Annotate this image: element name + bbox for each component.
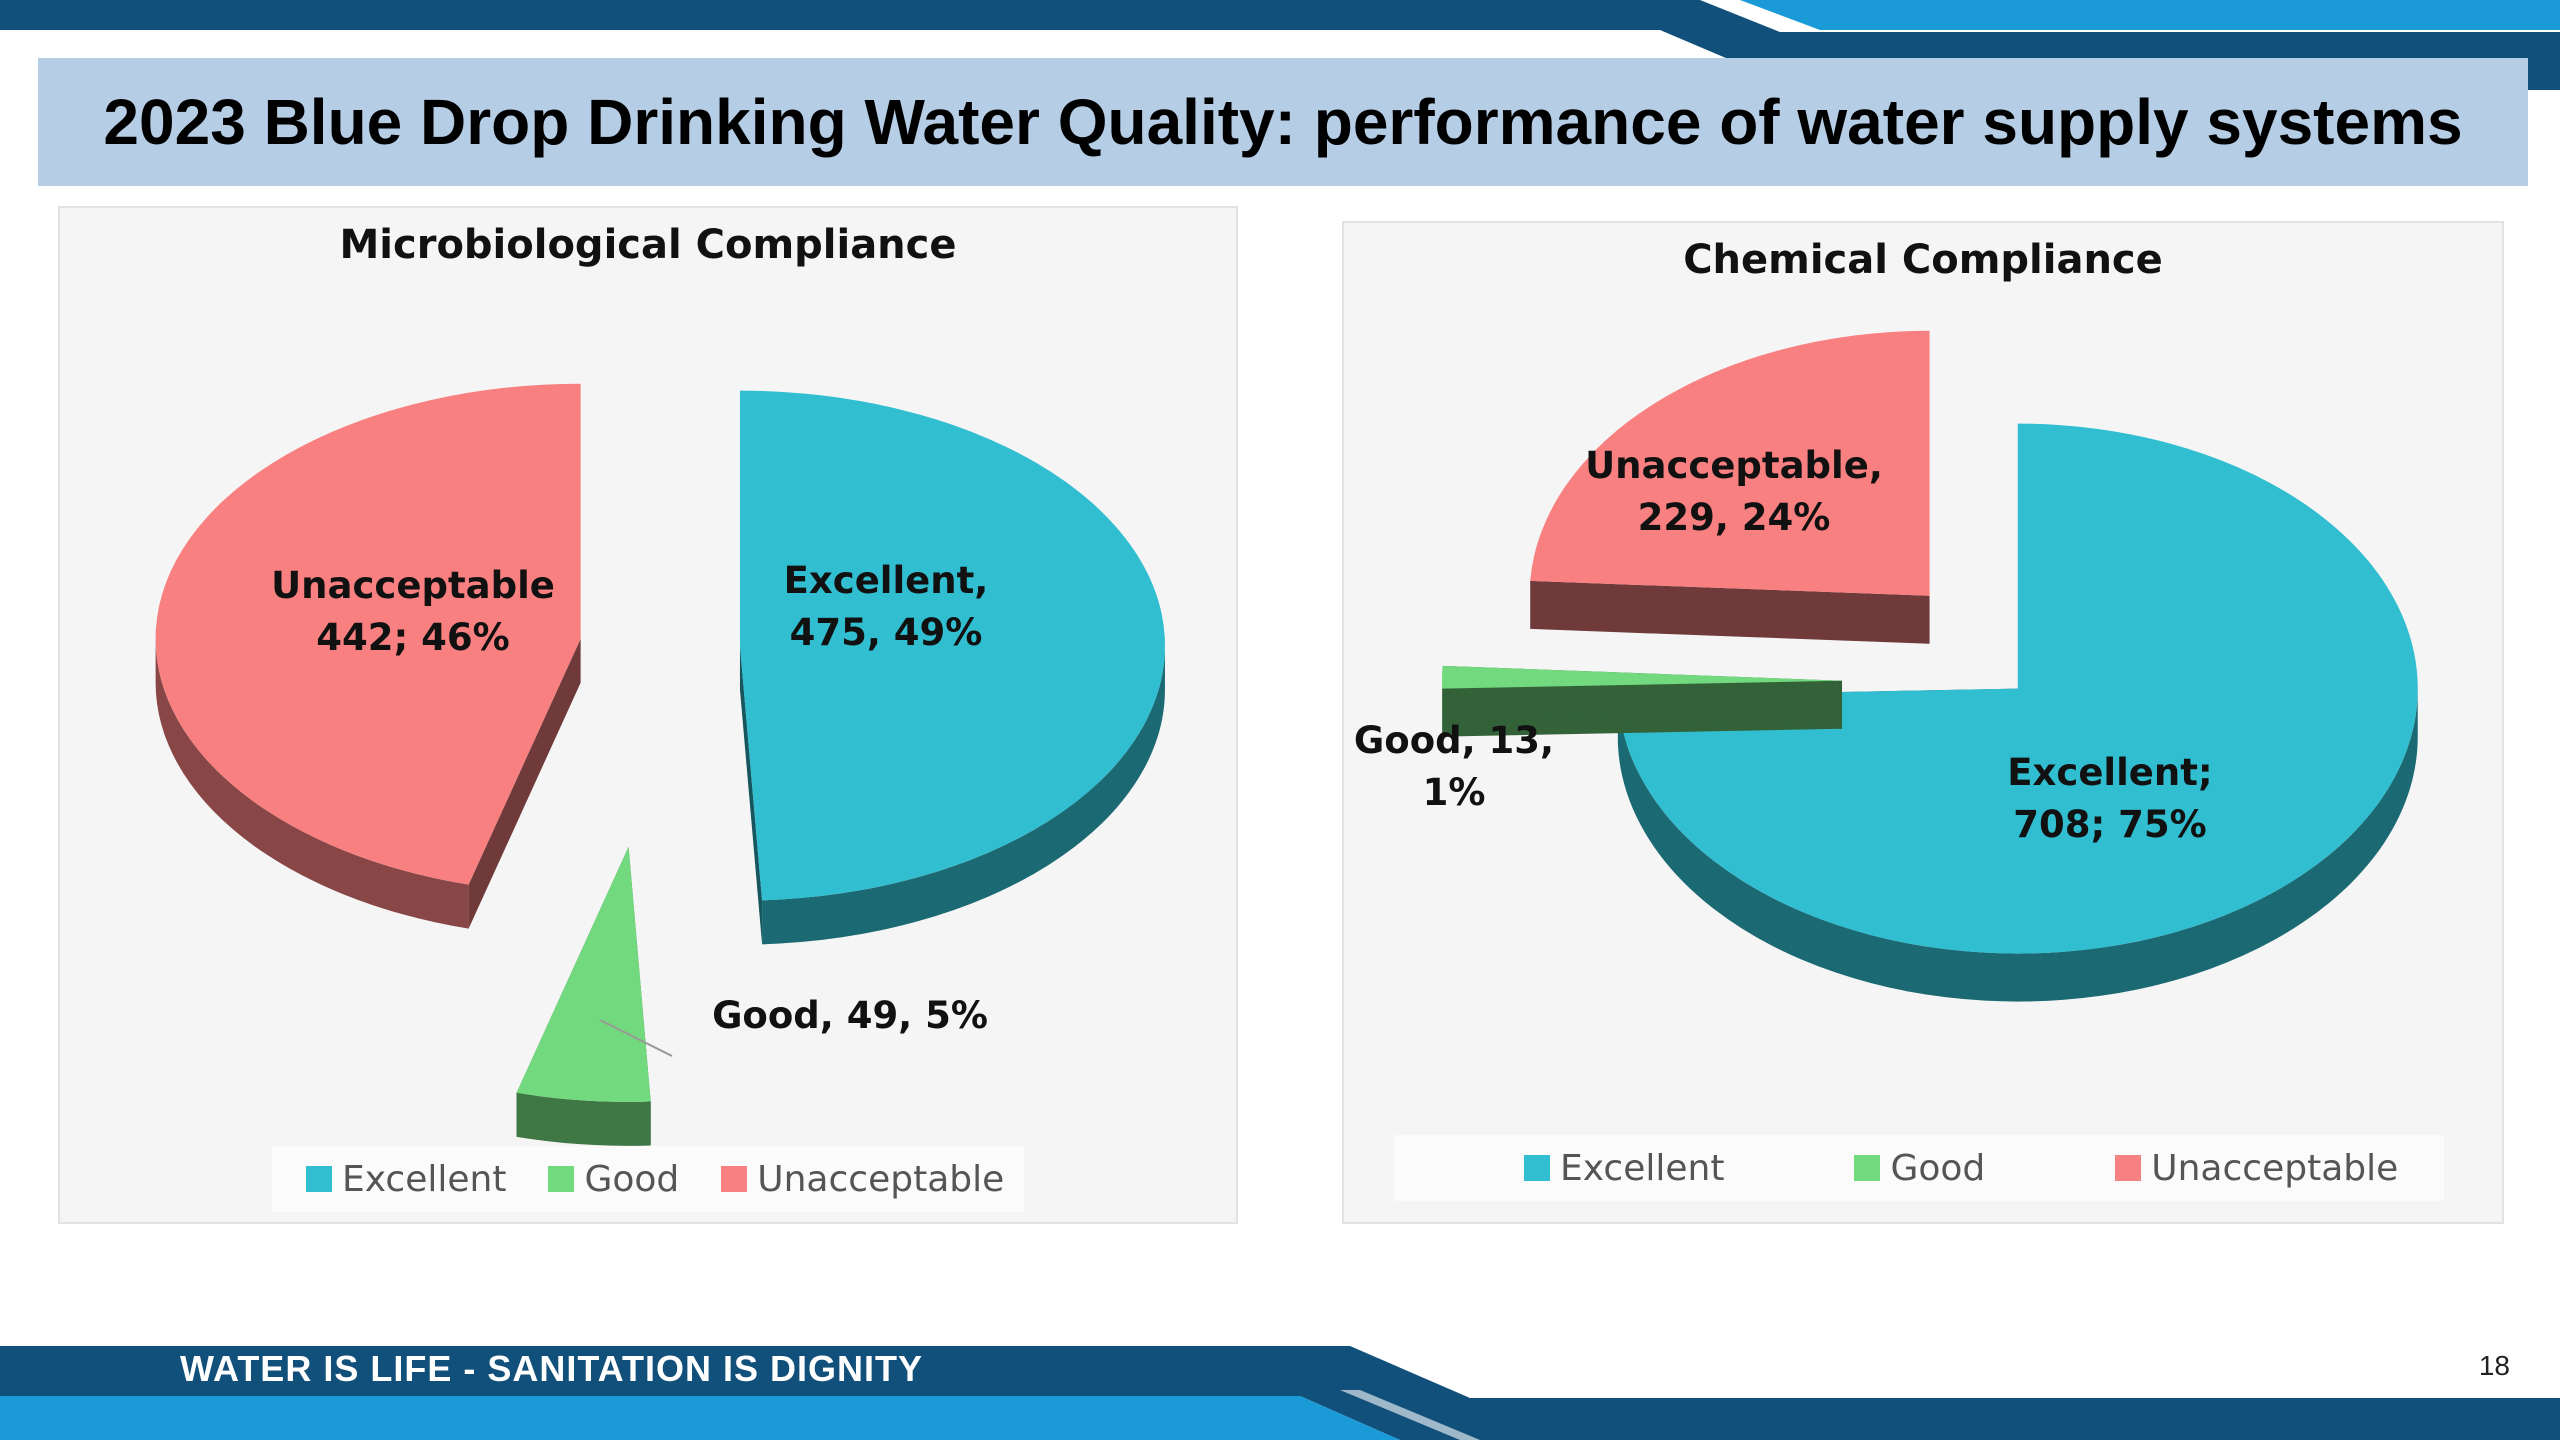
legend: Excellent Good Unacceptable [1394,1135,2444,1201]
slice-side-wall [468,638,581,929]
legend-label: Good [1890,1147,1986,1189]
pie-slices [1442,330,2418,1002]
pie-slice-excellent [739,390,1165,945]
legend-item-good: Good [548,1159,679,1200]
footer-blue-band [0,1396,1400,1440]
legend-item-unacceptable: Unacceptable [2115,1148,2398,1189]
legend-item-excellent: Excellent [306,1159,506,1200]
slice-top [155,383,581,885]
slice-top [739,390,1165,901]
leader-line [599,1019,673,1057]
legend-swatch-good [1854,1155,1881,1181]
slice-top [1617,423,2418,954]
data-label-unacceptable: Unacceptable, 229, 24% [1585,444,1883,539]
slice-top [1442,665,1843,689]
slice-side-wall [739,645,763,945]
legend-item-good: Good [1854,1148,1985,1189]
microbiological-pie-chart: Excellent, 475, 49% Good, 49, 5% Unacceptab… [155,383,1165,1146]
legend-item-unacceptable: Unacceptable [721,1159,1004,1200]
legend-swatch-unacceptable [721,1166,748,1192]
chemical-chart-panel: Excellent; 708; 75% Good, 13, 1% Unacceptabl… [1342,221,2504,1224]
microbiological-chart-panel: Excellent, 475, 49% Good, 49, 5% Unacceptab… [58,206,1238,1224]
legend-swatch-good [548,1166,575,1192]
data-label-excellent: Excellent; 708; 75% [2007,751,2212,846]
header-blue-band [1740,0,2560,30]
data-label-good: Good, 49, 5% [712,994,988,1037]
slide-title: 2023 Blue Drop Drinking Water Quality: p… [103,86,2463,158]
header-right-block [2520,32,2560,90]
legend-item-excellent: Excellent [1524,1148,1724,1189]
legend-label: Unacceptable [2151,1147,2399,1189]
legend-label: Excellent [342,1158,507,1200]
legend-label: Good [584,1158,680,1200]
chart-title: Chemical Compliance [1683,237,2163,283]
title-bar: 2023 Blue Drop Drinking Water Quality: p… [38,58,2528,186]
legend-swatch-excellent [306,1166,332,1192]
legend-swatch-unacceptable [2115,1155,2142,1181]
chart-title: Microbiological Compliance [339,222,957,268]
footer-slogan: WATER IS LIFE - SANITATION IS DIGNITY [180,1348,923,1389]
slice-edge [1617,688,2418,1002]
footer-white-band [1340,1390,1480,1440]
slice-top [516,846,651,1102]
pie-slice-good [516,846,651,1146]
slice-edge [155,638,469,929]
slice-side-wall [1530,580,1930,644]
header-navy-band [0,0,2560,64]
slice-labels: Excellent; 708; 75% Good, 13, 1% Unacceptabl… [1354,444,2213,846]
chemical-pie-chart: Excellent; 708; 75% Good, 13, 1% Unacceptabl… [1354,330,2418,1002]
pie-slices [155,383,1165,1146]
pie-slice-unacceptable [1530,330,1930,644]
legend-swatch-excellent [1524,1155,1550,1181]
legend-label: Excellent [1560,1147,1725,1189]
slice-top [1530,330,1930,596]
data-label-unacceptable: Unacceptable 442; 46% [271,564,555,659]
legend: Excellent Good Unacceptable [272,1146,1024,1212]
slice-edge [516,1092,651,1146]
legend-label: Unacceptable [757,1158,1005,1200]
slice-labels: Excellent, 475, 49% Good, 49, 5% Unacceptab… [271,559,989,1057]
pie-slice-good [1442,665,1843,737]
data-label-excellent: Excellent, 475, 49% [784,559,989,654]
pie-slice-unacceptable [155,383,581,929]
slice-edge [762,645,1165,945]
data-label-good: Good, 13, 1% [1354,719,1554,814]
page-number: 18 [2478,1350,2510,1381]
footer-navy-band [0,1346,2560,1440]
